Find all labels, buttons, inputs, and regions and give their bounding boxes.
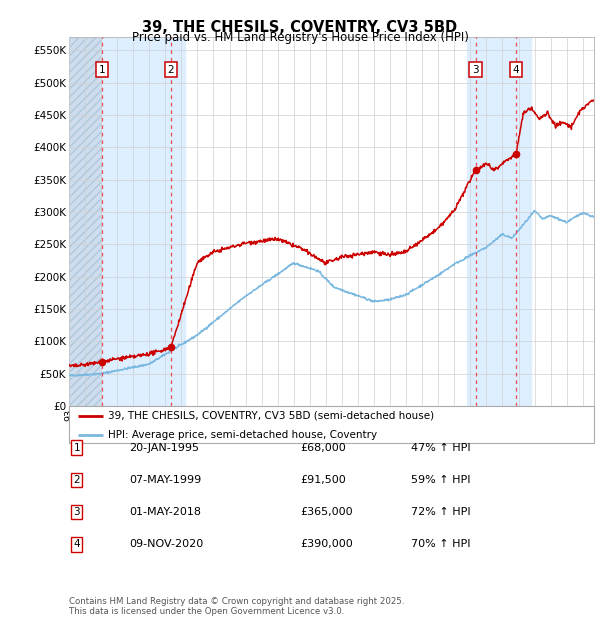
Text: 07-MAY-1999: 07-MAY-1999 (129, 475, 201, 485)
Text: 47% ↑ HPI: 47% ↑ HPI (411, 443, 470, 453)
Text: £390,000: £390,000 (300, 539, 353, 549)
Bar (69, 37, 101, 406)
Text: 3: 3 (472, 64, 479, 74)
Text: 2: 2 (73, 475, 80, 485)
Bar (101, 37, 185, 406)
Text: 20-JAN-1995: 20-JAN-1995 (129, 443, 199, 453)
Text: 09-NOV-2020: 09-NOV-2020 (129, 539, 203, 549)
FancyBboxPatch shape (69, 406, 594, 443)
Text: 70% ↑ HPI: 70% ↑ HPI (411, 539, 470, 549)
Text: 39, THE CHESILS, COVENTRY, CV3 5BD: 39, THE CHESILS, COVENTRY, CV3 5BD (142, 20, 458, 35)
Text: 01-MAY-2018: 01-MAY-2018 (129, 507, 201, 517)
Text: 59% ↑ HPI: 59% ↑ HPI (411, 475, 470, 485)
Text: 72% ↑ HPI: 72% ↑ HPI (411, 507, 470, 517)
Text: 2: 2 (167, 64, 174, 74)
Text: 1: 1 (98, 64, 105, 74)
Text: 3: 3 (73, 507, 80, 517)
Text: Contains HM Land Registry data © Crown copyright and database right 2025.
This d: Contains HM Land Registry data © Crown c… (69, 597, 404, 616)
Text: £91,500: £91,500 (300, 475, 346, 485)
Bar (69, 37, 101, 406)
Text: 1: 1 (73, 443, 80, 453)
Text: 39, THE CHESILS, COVENTRY, CV3 5BD (semi-detached house): 39, THE CHESILS, COVENTRY, CV3 5BD (semi… (109, 411, 434, 421)
Text: 4: 4 (513, 64, 520, 74)
Text: £365,000: £365,000 (300, 507, 353, 517)
Text: 4: 4 (73, 539, 80, 549)
Text: £68,000: £68,000 (300, 443, 346, 453)
Text: Price paid vs. HM Land Registry's House Price Index (HPI): Price paid vs. HM Land Registry's House … (131, 31, 469, 44)
Bar (467, 37, 530, 406)
Text: HPI: Average price, semi-detached house, Coventry: HPI: Average price, semi-detached house,… (109, 430, 377, 440)
